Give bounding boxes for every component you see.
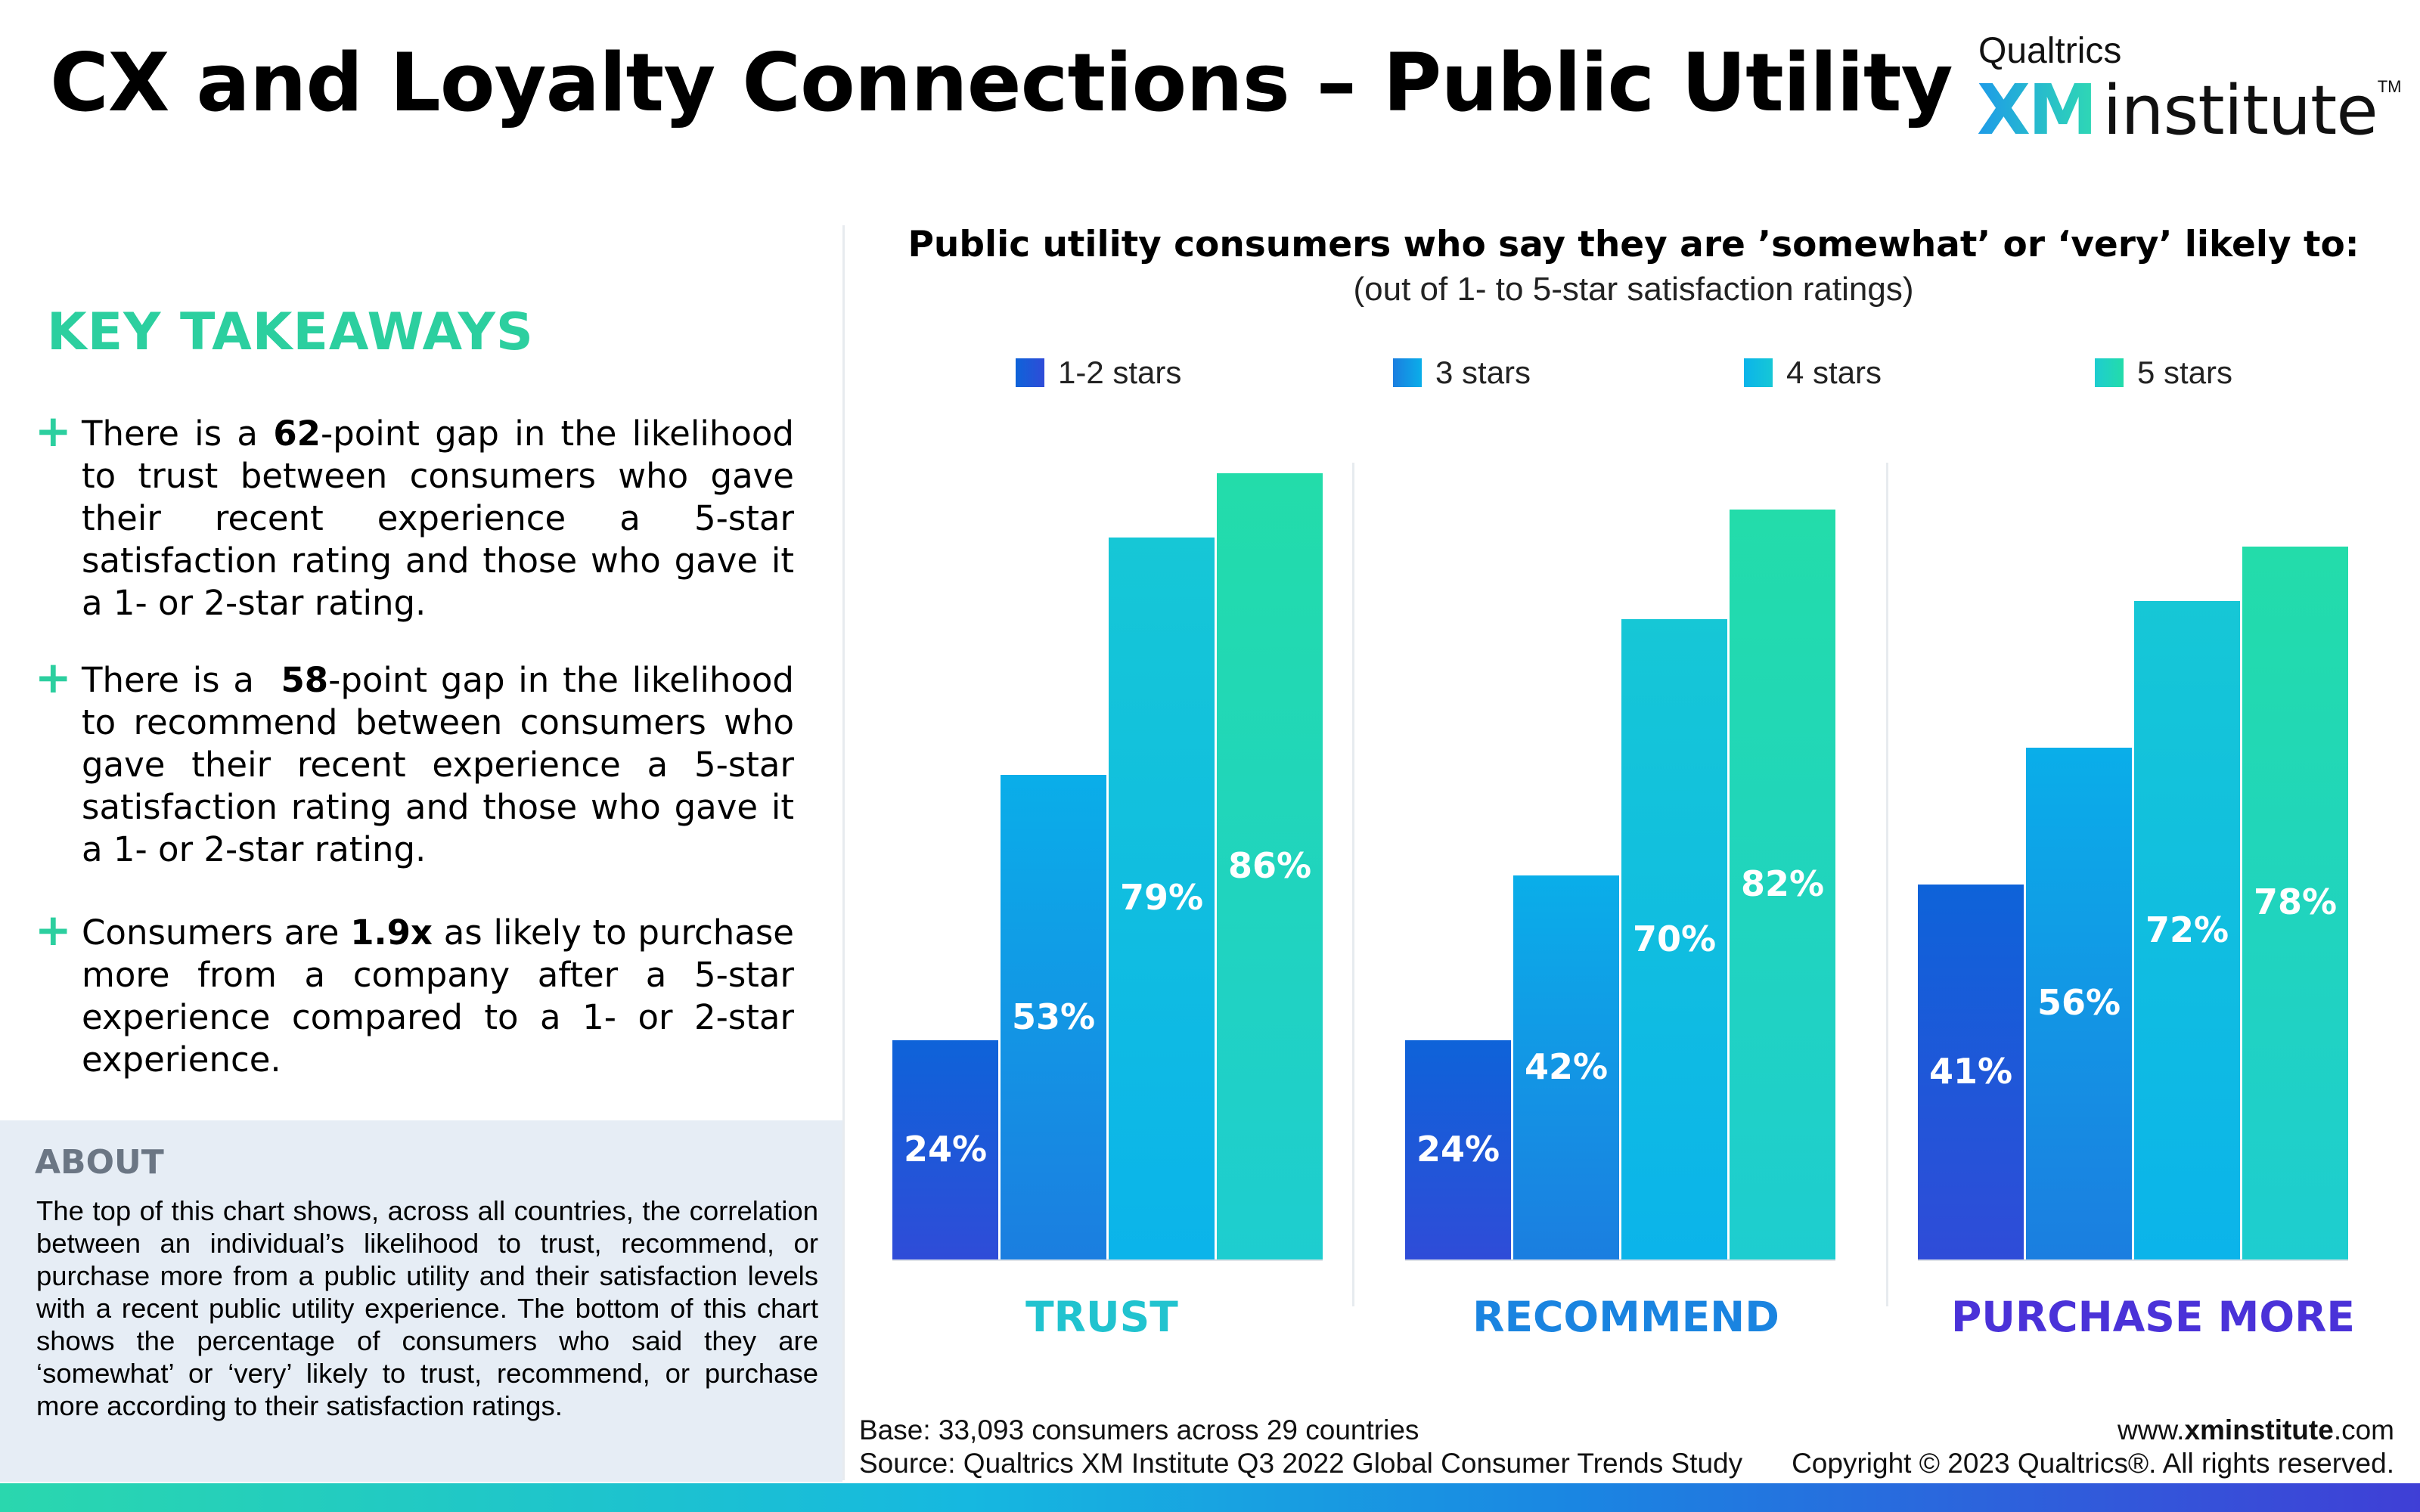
footer-right: www.xminstitute.com Copyright © 2023 Qua… [1792,1414,2394,1480]
bar-value-label: 24% [903,1128,988,1170]
legend-label: 3 stars [1435,355,1531,390]
bar-value-label: 24% [1416,1128,1500,1170]
legend-label: 4 stars [1786,355,1882,390]
bottom-gradient-bar [0,1483,2420,1512]
logo-wordmark: XM instituteTM [1977,70,2401,150]
chart-subtitle: (out of 1- to 5-star satisfaction rating… [1353,271,1914,308]
bar-value-label: 72% [2145,909,2229,950]
baseline [1405,1259,1835,1261]
legend-label: 1-2 stars [1058,355,1182,390]
bar-value-label: 41% [1928,1051,2013,1092]
website-link[interactable]: www.xminstitute.com [2118,1414,2394,1445]
plus-icon: + [35,405,72,457]
bar-recommend-1-2-stars [1405,1040,1511,1259]
logo-institute-text: institute [2102,71,2378,150]
section-divider [842,225,845,1480]
takeaway-stat: 1.9x [350,912,433,953]
logo-xm-text: XM [1977,70,2097,150]
bar-recommend-4-stars [1621,619,1727,1259]
bar-trust-4-stars [1109,537,1215,1259]
bar-value-label: 56% [2037,982,2121,1024]
bar-purchase-more-5-stars [2242,546,2348,1259]
bar-trust-1-2-stars [892,1040,998,1259]
copyright-note: Copyright © 2023 Qualtrics®. All rights … [1792,1448,2394,1479]
bar-trust-3-stars [1001,775,1106,1259]
takeaway-text: There is a 58-point gap in the likelihoo… [82,660,794,869]
bar-recommend-3-stars [1513,875,1619,1259]
base-note: Base: 33,093 consumers across 29 countri… [859,1414,1419,1445]
baseline [892,1259,1323,1261]
about-heading: ABOUT [35,1143,164,1182]
bar-recommend-5-stars [1730,510,1835,1259]
bar-value-label: 70% [1632,918,1717,959]
takeaway-item-2: + There is a 58-point gap in the likelih… [35,652,794,871]
panel-divider [1352,463,1354,1306]
about-panel: ABOUT The top of this chart shows, acros… [0,1120,842,1482]
panel-divider [1886,463,1888,1306]
takeaway-item-1: + There is a 62-point gap in the likelih… [35,405,794,624]
source-note: Source: Qualtrics XM Institute Q3 2022 G… [859,1448,1743,1479]
footer-left: Base: 33,093 consumers across 29 countri… [859,1414,1742,1480]
legend-swatch [1393,358,1422,387]
baseline [1918,1259,2348,1261]
takeaway-text: There is a 62-point gap in the likelihoo… [82,414,794,623]
bar-purchase-more-4-stars [2134,601,2240,1259]
logo-qualtrics-text: Qualtrics [1978,31,2122,71]
category-label-purchase-more: PURCHASE MORE [1950,1293,2356,1341]
logo-trademark: TM [2377,77,2402,96]
legend-swatch [1016,358,1044,387]
key-takeaways-heading: KEY TAKEAWAYS [47,302,534,362]
takeaway-text: Consumers are 1.9x as likely to purchase… [82,912,794,1080]
bar-value-label: 42% [1524,1046,1609,1088]
category-label-recommend: RECOMMEND [1472,1293,1779,1341]
plus-icon: + [35,652,72,703]
bar-purchase-more-1-2-stars [1918,885,2024,1259]
takeaway-item-3: + Consumers are 1.9x as likely to purcha… [35,904,794,1081]
bar-value-label: 79% [1119,877,1204,919]
bar-value-label: 82% [1740,863,1825,905]
about-body: The top of this chart shows, across all … [36,1195,818,1421]
bar-purchase-more-3-stars [2026,747,2132,1259]
plus-icon: + [35,904,72,956]
bar-trust-5-stars [1217,473,1323,1259]
bar-value-label: 86% [1227,845,1312,886]
bar-value-label: 53% [1011,996,1096,1037]
category-label-trust: TRUST [1025,1293,1178,1341]
legend-swatch [1744,358,1773,387]
takeaway-stat: 58 [281,660,329,700]
chart-title: Public utility consumers who say they ar… [908,224,2360,265]
takeaway-stat: 62 [273,414,321,454]
legend-swatch [2095,358,2124,387]
bar-value-label: 78% [2253,881,2338,923]
xm-institute-logo: Qualtrics XM instituteTM [1977,30,2401,150]
legend-label: 5 stars [2137,355,2233,390]
page-title: CX and Loyalty Connections – Public Util… [50,36,1953,129]
